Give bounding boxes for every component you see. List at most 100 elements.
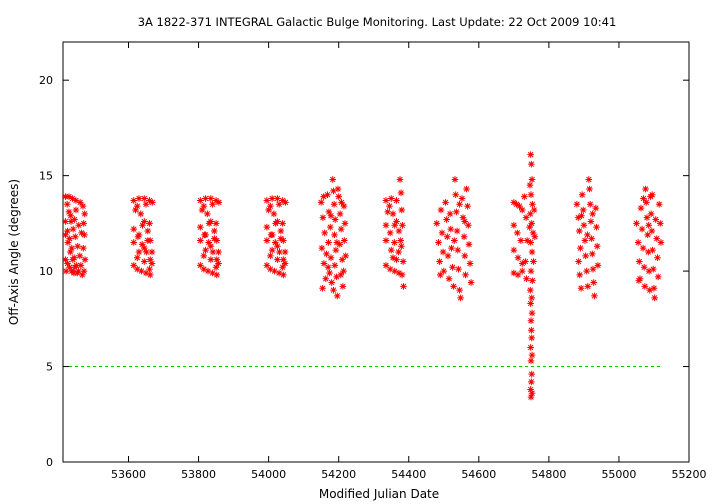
data-point xyxy=(583,267,591,275)
data-point xyxy=(634,239,642,246)
data-point xyxy=(76,199,84,206)
data-point xyxy=(69,225,77,233)
data-point xyxy=(642,199,650,206)
data-point xyxy=(463,185,470,193)
data-point xyxy=(641,283,649,290)
data-point xyxy=(518,267,526,275)
data-point xyxy=(280,271,287,279)
data-point xyxy=(397,189,405,197)
data-point xyxy=(80,244,87,252)
data-point xyxy=(398,242,405,250)
data-point xyxy=(74,242,82,250)
data-point xyxy=(582,252,589,260)
data-point xyxy=(280,256,287,263)
data-point xyxy=(393,218,400,225)
data-point xyxy=(578,212,585,220)
data-point xyxy=(212,263,220,271)
data-point xyxy=(330,286,337,294)
data-point xyxy=(573,200,581,208)
data-point xyxy=(215,260,222,267)
data-point xyxy=(66,263,73,271)
data-point xyxy=(454,246,462,254)
data-point xyxy=(452,191,459,199)
data-point xyxy=(323,250,330,258)
data-point xyxy=(593,242,601,250)
data-point xyxy=(330,200,338,208)
data-point xyxy=(593,223,600,231)
data-point xyxy=(72,197,80,204)
data-point xyxy=(577,284,585,292)
data-point xyxy=(67,248,74,256)
data-point xyxy=(523,237,531,244)
data-point xyxy=(209,248,217,256)
data-point xyxy=(440,267,448,275)
data-point xyxy=(148,248,156,256)
data-point xyxy=(333,239,341,246)
data-point xyxy=(590,279,598,286)
data-point xyxy=(138,241,146,248)
data-point xyxy=(527,239,534,246)
data-point xyxy=(464,202,471,210)
data-point xyxy=(200,265,208,273)
data-point xyxy=(271,239,279,246)
data-point xyxy=(75,267,82,275)
data-point xyxy=(645,267,653,275)
data-point xyxy=(442,199,449,206)
data-point xyxy=(648,227,656,235)
data-point xyxy=(212,197,220,204)
chart-title: 3A 1822-371 INTEGRAL Galactic Bulge Moni… xyxy=(138,15,617,29)
data-point xyxy=(81,256,89,263)
data-point xyxy=(457,294,464,302)
data-point xyxy=(146,197,153,204)
data-point xyxy=(526,181,534,189)
data-point xyxy=(638,225,646,233)
data-point xyxy=(386,229,394,237)
data-point xyxy=(64,227,71,235)
data-point xyxy=(589,210,596,218)
data-point xyxy=(268,195,276,202)
data-point xyxy=(528,220,536,227)
data-point xyxy=(395,248,402,256)
data-point xyxy=(148,260,156,267)
data-point xyxy=(207,242,215,250)
data-point xyxy=(326,269,333,277)
data-point xyxy=(62,267,70,275)
data-point xyxy=(578,191,586,199)
data-point xyxy=(65,208,73,216)
x-tick-label: 55000 xyxy=(601,468,636,481)
data-point xyxy=(324,191,331,199)
data-point xyxy=(72,206,80,214)
data-point xyxy=(527,286,534,294)
data-point xyxy=(146,271,154,279)
data-point xyxy=(142,200,150,208)
data-point xyxy=(462,271,469,279)
data-point xyxy=(580,221,588,229)
data-point xyxy=(281,260,289,267)
data-point xyxy=(585,176,593,183)
data-point xyxy=(396,176,404,183)
data-point xyxy=(69,195,76,202)
data-point xyxy=(133,202,141,210)
data-point xyxy=(526,223,533,231)
data-point xyxy=(450,237,458,244)
data-point xyxy=(589,250,596,258)
data-point xyxy=(331,216,339,223)
data-point xyxy=(277,227,285,235)
data-point xyxy=(332,246,340,254)
data-point xyxy=(209,269,216,277)
x-tick-label: 54600 xyxy=(461,468,496,481)
data-point xyxy=(80,267,88,275)
data-point xyxy=(202,195,209,202)
data-point xyxy=(133,265,141,273)
data-point xyxy=(395,227,403,235)
data-point xyxy=(438,229,446,237)
data-point xyxy=(144,237,152,244)
data-point xyxy=(197,197,204,204)
data-point xyxy=(522,214,530,221)
data-point xyxy=(581,237,589,244)
data-point xyxy=(579,206,587,214)
data-point xyxy=(389,210,397,218)
data-point xyxy=(78,271,86,279)
data-point xyxy=(459,214,467,221)
data-point xyxy=(652,216,660,223)
